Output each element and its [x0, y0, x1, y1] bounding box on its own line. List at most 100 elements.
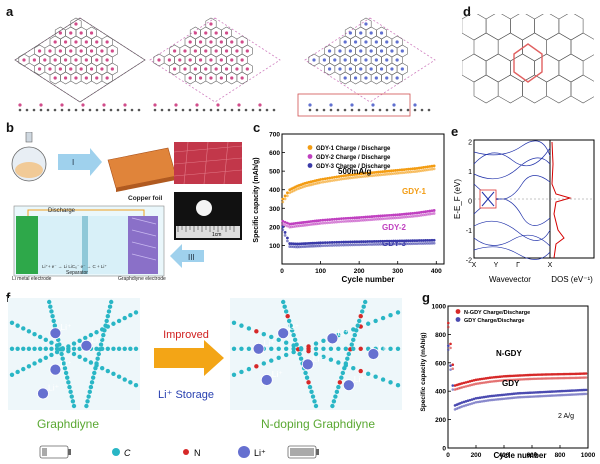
li-ion [301, 358, 314, 371]
atom [178, 58, 182, 62]
data-point [372, 215, 376, 218]
data-point [478, 381, 482, 385]
data-point [554, 372, 558, 376]
sideview-box [297, 93, 411, 117]
y-tick-label: 200 [435, 417, 446, 424]
data-point [488, 376, 492, 380]
data-point [400, 171, 404, 175]
e-xlabel: Wavevector [489, 275, 531, 284]
atom [53, 58, 57, 62]
c-atom [292, 337, 298, 343]
data-point [357, 219, 361, 222]
data-point [357, 243, 361, 247]
data-point [330, 179, 334, 183]
data-point [488, 380, 492, 384]
data-point [522, 377, 526, 381]
c-atom [291, 332, 296, 338]
c-atom [336, 360, 341, 365]
lattice-ring [485, 53, 511, 83]
c-atom [133, 310, 139, 315]
band-line [473, 220, 551, 241]
data-point [348, 219, 352, 223]
c-atom [276, 355, 281, 360]
data-point [319, 218, 322, 222]
data-point [528, 377, 532, 381]
y-tick-label: 600 [269, 150, 280, 157]
series-label-gdy1: GDY-1 [402, 187, 427, 196]
sideview-atom [258, 108, 262, 112]
flask-icon [11, 132, 47, 182]
atom [63, 58, 68, 62]
battery-empty-icon [39, 445, 71, 459]
c-atom [116, 374, 122, 379]
x-tick-label: 400 [499, 452, 510, 459]
data-point [460, 382, 464, 385]
c-atom [48, 304, 53, 309]
c-atom [99, 365, 105, 371]
c-atom [328, 346, 334, 351]
data-point [572, 393, 576, 396]
c-atom [66, 346, 71, 351]
c-atom [261, 331, 267, 337]
data-point [346, 243, 350, 247]
c-atom [65, 375, 70, 380]
atom [364, 76, 368, 80]
c-atom [98, 342, 104, 347]
y-tick-label: 700 [269, 132, 280, 139]
atom [37, 67, 42, 71]
c-atom [388, 313, 393, 318]
data-point [546, 373, 550, 376]
li-ion [326, 332, 339, 345]
c-atom [105, 368, 111, 374]
atom [322, 58, 326, 62]
c-atom [54, 346, 60, 351]
data-point [488, 394, 492, 398]
data-point [496, 398, 500, 401]
c-atom [88, 360, 94, 365]
c-atom [239, 369, 244, 375]
e-kpoint-label: Y [494, 262, 499, 269]
data-point [512, 396, 516, 400]
sideview-li [18, 103, 22, 107]
c-atom [66, 380, 71, 385]
c-atom [307, 384, 313, 390]
data-point [508, 374, 512, 378]
sideview-atom [329, 108, 333, 112]
data-point [576, 388, 580, 392]
li-label: Li⁺ [60, 359, 72, 369]
data-point [392, 172, 395, 176]
data-point [351, 243, 354, 247]
lattice-ring [236, 71, 248, 85]
lattice-ring [462, 53, 487, 83]
data-point [415, 211, 419, 215]
sideview-li [174, 103, 178, 107]
y-tick-label: 400 [435, 389, 446, 396]
data-point [394, 242, 397, 246]
sideview-atom [25, 108, 29, 112]
atom [385, 76, 389, 80]
sideview-atom [420, 108, 424, 112]
data-point [460, 401, 464, 404]
data-point [409, 242, 412, 246]
c-atom [343, 346, 349, 351]
data-point [462, 385, 466, 389]
data-point [522, 373, 526, 377]
atom [400, 49, 404, 53]
data-point [328, 179, 332, 183]
c-atom [328, 357, 334, 362]
data-point [374, 239, 378, 243]
data-point [370, 174, 374, 178]
data-point [480, 381, 484, 385]
data-point [428, 209, 432, 213]
sideview-atom [32, 108, 36, 112]
lattice-2 [149, 17, 281, 103]
c-atom [331, 399, 337, 404]
data-point [528, 391, 532, 395]
data-point [478, 400, 482, 403]
atom [105, 40, 109, 44]
sideview-atom [336, 108, 340, 112]
panel-b-schematic: I Copper foil II 1cm III Discharge Li me… [11, 132, 243, 282]
data-point [337, 243, 341, 247]
data-point [474, 378, 478, 382]
atom [395, 58, 399, 62]
